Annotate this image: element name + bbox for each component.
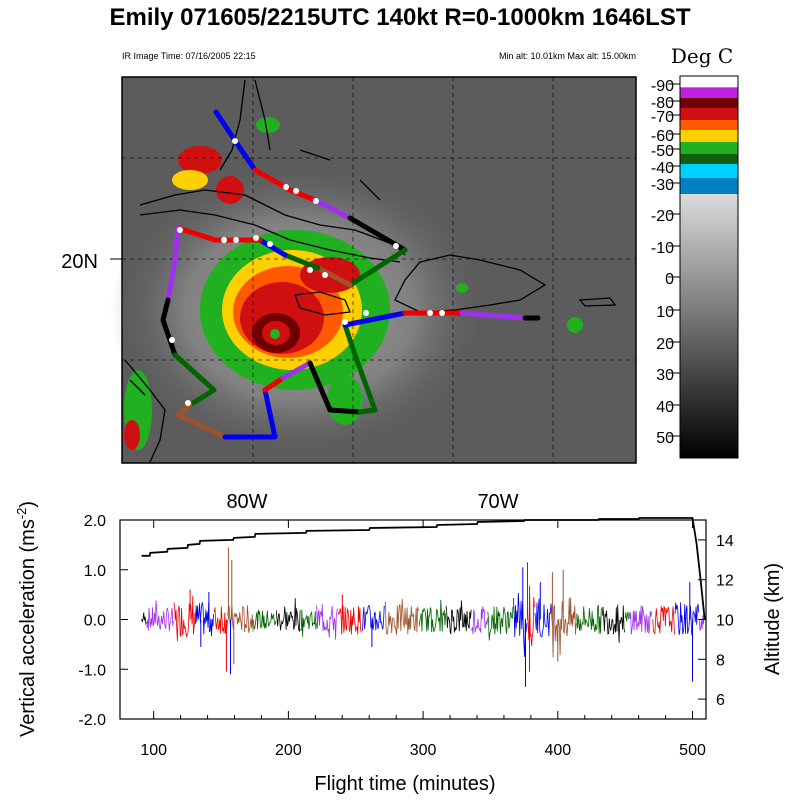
acceleration-segment	[300, 609, 317, 637]
acceleration-segment	[652, 606, 675, 635]
acceleration-segment	[195, 602, 214, 637]
colorbar-label: -10	[651, 240, 674, 257]
acceleration-segment	[146, 600, 174, 632]
acceleration-segment	[213, 606, 228, 634]
acceleration-segment	[601, 604, 626, 643]
acceleration-segment	[624, 612, 630, 622]
altitude-range: Min alt: 10.01km Max alt: 15.00km	[498, 51, 636, 61]
lon-label: 70W	[477, 491, 518, 513]
colorbar-swatch	[680, 98, 738, 108]
colorbar: -90-80-70 -60-50-40-30 -20 -10 0 10 20 30 40 50	[651, 75, 739, 459]
acceleration-chart: 100 200 300 400 500 -2.0 -1.0 0.0 1.0 2.0 6 8 10 12…	[14, 501, 784, 795]
y-tick-label: 2.0	[84, 513, 106, 530]
acceleration-segment	[362, 604, 386, 632]
y-axis-label-exponent: -2	[14, 508, 29, 520]
map-panel: 20N 80W 70W	[61, 76, 637, 513]
colorbar-label: 20	[656, 336, 674, 353]
colorbar-label: 50	[656, 430, 674, 447]
colorbar-label: 40	[656, 399, 674, 416]
y-axis-label: Vertical acceleration (ms-2)	[14, 501, 39, 737]
acceleration-segment	[526, 585, 535, 647]
x-axis-label: Flight time (minutes)	[314, 773, 495, 795]
colorbar-label: 0	[665, 271, 674, 288]
x-tick-label: 500	[679, 742, 706, 759]
track-markers	[169, 138, 445, 406]
acceleration-segment	[316, 604, 339, 640]
y-tick-label: -2.0	[78, 712, 106, 729]
colorbar-label: -30	[651, 177, 674, 194]
y-tick-label: 1.0	[84, 563, 106, 580]
colorbar-label: -70	[651, 109, 674, 126]
acceleration-segment	[418, 599, 447, 633]
colorbar-swatch	[680, 154, 738, 164]
y2-tick-label: 14	[716, 533, 734, 550]
colorbar-label: -50	[651, 143, 674, 160]
acceleration-segment	[173, 595, 196, 642]
colorbar-swatch	[680, 142, 738, 154]
x-axis: 100 200 300 400 500	[140, 520, 706, 759]
acceleration-segment	[674, 602, 700, 636]
storm-eye	[270, 329, 280, 339]
acceleration-segment	[552, 597, 577, 658]
lat-label: 20N	[61, 251, 98, 273]
acceleration-segment	[445, 600, 472, 635]
acceleration-segment	[698, 615, 705, 631]
colorbar-gray-ramp	[680, 194, 738, 458]
colorbar-swatch	[680, 178, 738, 194]
colorbar-label: -60	[651, 128, 674, 145]
acceleration-series	[141, 547, 705, 687]
acceleration-segment	[487, 606, 514, 641]
colorbar-swatch	[680, 108, 738, 120]
colorbar-swatch	[679, 75, 739, 89]
y2-tick-label: 6	[716, 692, 725, 709]
x-tick-label: 100	[140, 742, 167, 759]
acceleration-segment	[141, 612, 147, 626]
x-tick-label: 300	[410, 742, 437, 759]
altitude-line	[141, 517, 706, 620]
y2-tick-label: 8	[716, 652, 725, 669]
acceleration-segment	[471, 606, 489, 635]
map-gridlines	[122, 77, 636, 463]
colorbar-label: -80	[651, 95, 674, 112]
colorbar-swatch	[680, 120, 738, 130]
colorbar-swatch	[680, 88, 738, 98]
colorbar-label: 10	[656, 304, 674, 321]
acceleration-segment	[534, 598, 553, 638]
acceleration-segment	[513, 592, 528, 657]
x-tick-label: 400	[544, 742, 571, 759]
colorbar-swatch	[680, 130, 738, 142]
colorbar-title: Deg C	[670, 44, 734, 68]
y-axis-label-close: )	[17, 501, 39, 508]
y-tick-label: -1.0	[78, 662, 106, 679]
acceleration-segment	[337, 605, 363, 635]
x-tick-label: 200	[275, 742, 302, 759]
ir-image-time: IR Image Time: 07/16/2005 22:15	[122, 51, 256, 61]
figure-title: Emily 071605/2215UTC 140kt R=0-1000km 16…	[109, 4, 691, 31]
y2-tick-label: 10	[716, 613, 734, 630]
acceleration-segment	[628, 605, 652, 635]
acceleration-segment	[275, 598, 301, 632]
colorbar-label: -90	[651, 78, 674, 95]
y2-tick-label: 12	[716, 573, 734, 590]
colorbar-labels: -90-80-70 -60-50-40-30 -20 -10 0 10 20 30 40 50	[651, 78, 680, 447]
y-tick-label: 0.0	[84, 613, 106, 630]
lon-label: 80W	[226, 491, 267, 513]
colorbar-label: 30	[656, 367, 674, 384]
y2-axis: 6 8 10 12 14	[698, 533, 734, 709]
y-axis-label-main: Vertical acceleration (ms	[17, 519, 39, 737]
colorbar-label: -40	[651, 160, 674, 177]
colorbar-swatch	[680, 164, 738, 178]
flight-track	[160, 109, 541, 440]
colorbar-label: -20	[651, 208, 674, 225]
coastlines	[124, 79, 617, 463]
acceleration-segment	[576, 604, 603, 634]
acceleration-segment	[385, 598, 420, 635]
acceleration-segment	[253, 609, 277, 630]
y2-axis-label: Altitude (km)	[762, 563, 784, 675]
y-axis: -2.0 -1.0 0.0 1.0 2.0	[78, 513, 128, 729]
